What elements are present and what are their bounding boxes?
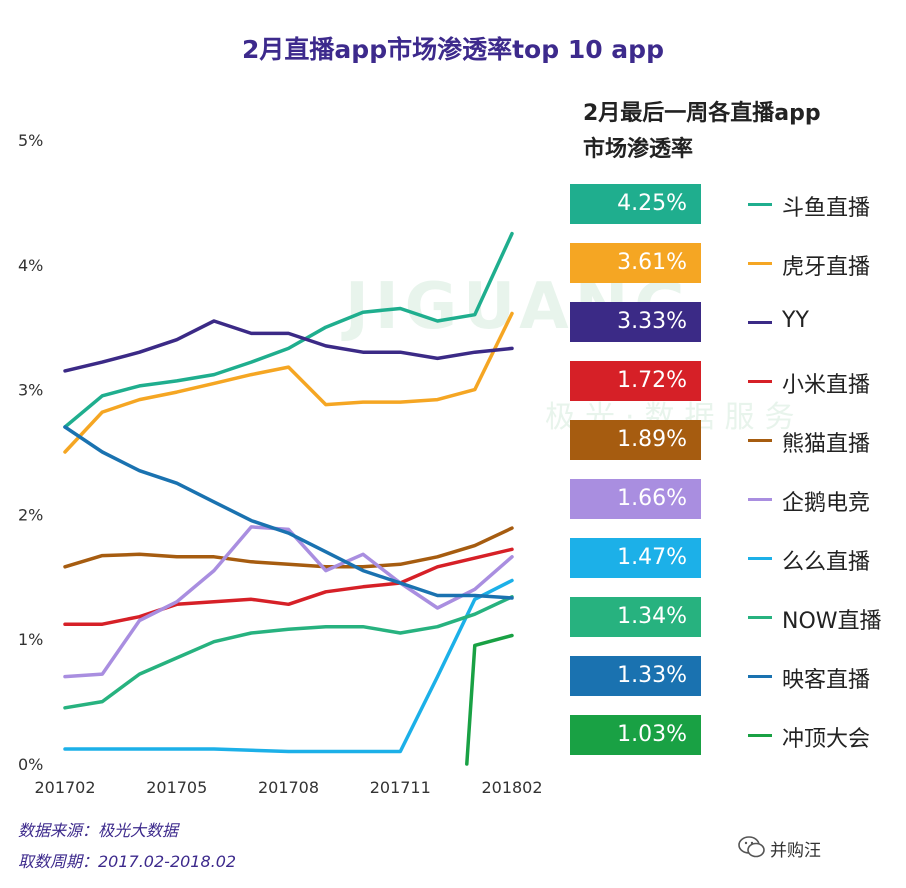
legend-value-box: 1.03% [570,715,701,755]
series-line [63,547,514,626]
legend-series-name: 斗鱼直播 [782,196,871,221]
legend-series-name: 虎牙直播 [782,255,871,280]
series-line [63,525,514,679]
wechat-icon [738,836,765,858]
legend-title-line-1: 2月最后一周各直播app [583,101,821,126]
y-tick-label: 2% [18,505,43,524]
y-tick-label: 4% [18,256,43,275]
series-line [63,526,514,569]
y-tick-label: 1% [18,630,43,649]
legend-value-box: 3.33% [570,302,701,342]
x-tick-label: 201702 [34,778,95,797]
y-tick-label: 0% [18,755,43,774]
series-line [63,595,514,710]
chart-title: 2月直播app市场渗透率top 10 app [242,35,664,64]
series-line [63,319,514,373]
line-chart: 0%1%2%3%4%5% 201702 201705 201708 201711 201… [18,131,543,797]
legend-item: 1.47% 么么直播 [570,538,900,582]
legend-item: 3.33% YY [570,302,900,346]
legend-line-swatch [748,262,772,265]
x-tick-label: 201802 [481,778,542,797]
y-axis: 0% 1% 2% 3% 4% 5% [18,131,43,774]
legend-item: 1.66% 企鹅电竞 [570,479,900,523]
legend-item: 3.61% 虎牙直播 [570,243,900,287]
series-line [465,633,514,766]
legend-value-box: 1.66% [570,479,701,519]
legend-value-box: 4.25% [570,184,701,224]
legend-line-swatch [748,734,772,737]
legend-series-name: 企鹅电竞 [782,491,871,516]
x-tick-label: 201711 [370,778,431,797]
legend-line-swatch [748,380,772,383]
legend-line-swatch [748,203,772,206]
legend-series-name: 冲顶大会 [782,727,871,752]
legend-line-swatch [748,616,772,619]
legend-value-box: 3.61% [570,243,701,283]
y-tick-label: 3% [18,381,43,400]
legend-series-name: 映客直播 [782,668,871,693]
legend-item: 1.33% 映客直播 [570,656,900,700]
legend-line-swatch [748,439,772,442]
y-tick-label: 5% [18,131,43,150]
legend-series-name: 小米直播 [782,373,871,398]
series-lines [63,231,514,766]
legend-value-box: 1.33% [570,656,701,696]
legend-line-swatch [748,675,772,678]
x-tick-label: 201708 [258,778,319,797]
legend-line-swatch [748,498,772,501]
watermark-text: 并购汪 [770,841,821,861]
legend-title: 2月最后一周各直播app 市场渗透率 [583,96,883,168]
legend-item: 1.89% 熊猫直播 [570,420,900,464]
legend-item: 1.03% 冲顶大会 [570,715,900,759]
legend-item: 4.25% 斗鱼直播 [570,184,900,228]
legend-series-name: NOW直播 [782,609,882,634]
legend-line-swatch [748,557,772,560]
legend-value-box: 1.89% [570,420,701,460]
series-line [63,231,514,429]
series-line [63,311,514,454]
data-source: 数据来源：极光大数据 [18,821,179,840]
legend-item: 1.72% 小米直播 [570,361,900,405]
x-axis: 201702 201705 201708 201711 201802 [34,778,542,797]
legend-item: 1.34% NOW直播 [570,597,900,641]
series-line [63,578,514,754]
legend-line-swatch [748,321,772,324]
legend-series-name: 熊猫直播 [782,432,871,457]
legend-value-box: 1.72% [570,361,701,401]
legend-value-box: 1.47% [570,538,701,578]
data-period: 取数周期：2017.02-2018.02 [18,852,237,871]
legend-series-name: YY [782,308,809,333]
legend-title-line-2: 市场渗透率 [583,137,694,162]
legend-value-box: 1.34% [570,597,701,637]
legend-series-name: 么么直播 [782,550,871,575]
x-tick-label: 201705 [146,778,207,797]
series-line [63,425,514,600]
